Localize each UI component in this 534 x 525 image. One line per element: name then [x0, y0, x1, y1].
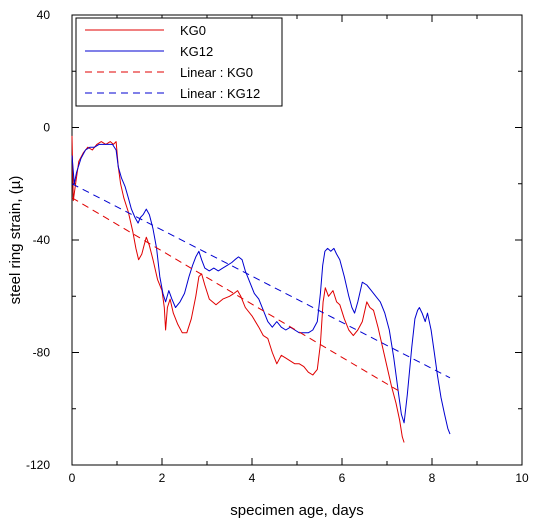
legend-label: Linear : KG12	[180, 86, 260, 101]
legend-label: KG12	[180, 44, 213, 59]
x-tick-label: 0	[69, 471, 76, 485]
x-tick-label: 10	[515, 471, 529, 485]
legend-label: KG0	[180, 23, 206, 38]
x-tick-label: 6	[339, 471, 346, 485]
y-tick-label: -40	[33, 233, 51, 247]
y-tick-label: 40	[37, 8, 51, 22]
y-tick-label: 0	[43, 121, 50, 135]
y-tick-label: -120	[26, 458, 50, 472]
legend-box	[75, 17, 283, 107]
x-axis-label: specimen age, days	[230, 502, 363, 519]
x-tick-label: 2	[159, 471, 166, 485]
legend-label: Linear : KG0	[180, 65, 253, 80]
x-tick-label: 8	[429, 471, 436, 485]
y-axis-label: steel ring strain, (µ)	[7, 176, 24, 305]
series-linear-kg0	[71, 197, 401, 393]
y-tick-label: -80	[33, 346, 51, 360]
x-tick-label: 4	[249, 471, 256, 485]
series-kg12	[71, 143, 451, 435]
series-lines	[71, 135, 451, 443]
legend: KG0 KG12 Linear : KG0 Linear : KG12	[75, 17, 283, 107]
series-linear-kg12	[71, 183, 451, 379]
series-kg0	[71, 135, 405, 443]
tick-labels: 0 2 4 6 8 10 40 0 -40 -80 -120	[26, 8, 529, 485]
